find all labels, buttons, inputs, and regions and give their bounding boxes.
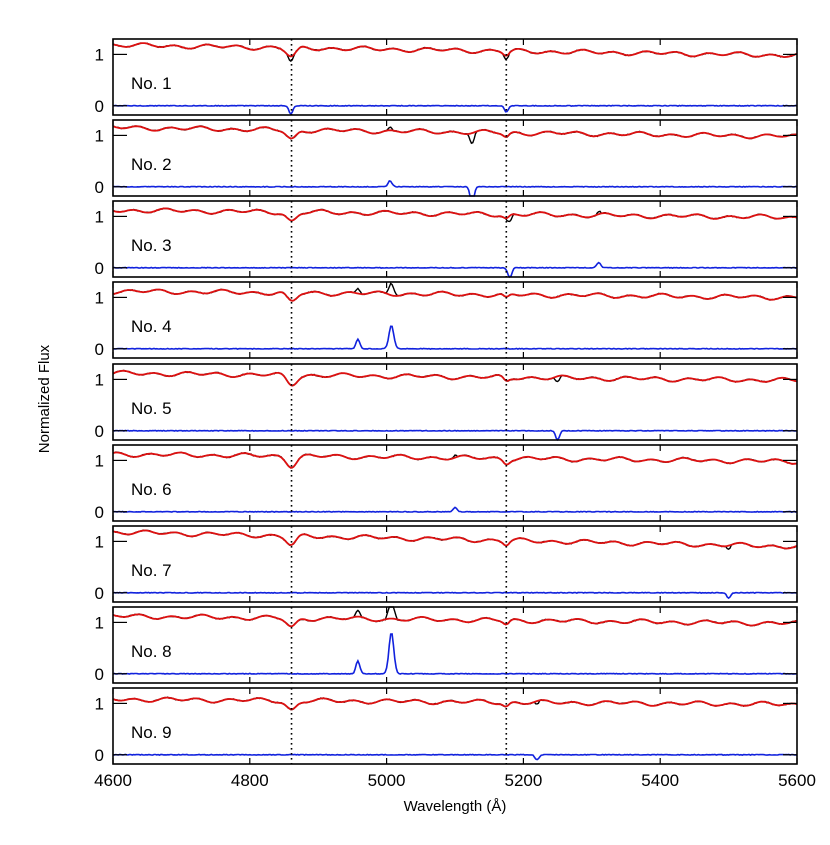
model-series-6 (112, 451, 798, 469)
residual-series-9 (113, 753, 798, 761)
observed-series-9 (113, 696, 798, 711)
residual-series-6 (112, 506, 798, 513)
panel-frame (112, 281, 798, 359)
residual-series-7 (112, 591, 798, 600)
panel-frame (112, 444, 798, 522)
y-tick-label: 1 (95, 451, 104, 470)
x-tick-label: 4800 (231, 771, 269, 790)
model-series-7 (112, 529, 798, 550)
model-series-8 (112, 613, 798, 628)
y-tick-label: 0 (95, 422, 104, 441)
panel-6: 0 1 No. 6 (95, 444, 798, 522)
y-tick-label: 0 (95, 97, 104, 116)
model-series-5 (112, 369, 798, 387)
panel-label: No. 4 (131, 317, 172, 336)
residual-series-4 (112, 325, 798, 350)
panel-frame (112, 606, 798, 684)
residual-series-2 (113, 179, 798, 197)
y-tick-label: 1 (95, 532, 104, 551)
panel-label: No. 7 (131, 561, 172, 580)
x-tick-label: 5400 (641, 771, 679, 790)
panel-label: No. 6 (131, 480, 172, 499)
panel-frame (112, 525, 798, 603)
y-tick-label: 1 (95, 694, 104, 713)
panel-label: No. 8 (131, 642, 172, 661)
panel-8: 0 1 No. 8 (95, 606, 798, 684)
model-series-9 (112, 696, 798, 711)
x-tick-label: 5000 (368, 771, 406, 790)
panel-9: 0 1 No. 9 (95, 687, 798, 765)
panel-7: 0 1 No. 7 (95, 525, 798, 603)
panel-label: No. 2 (131, 155, 172, 174)
x-tick-labels: 4600 4800 5000 5200 5400 5600 (94, 771, 816, 790)
x-tick-label: 4600 (94, 771, 132, 790)
x-axis-title: Wavelength (Å) (404, 798, 507, 815)
panel-5: 0 1 No. 5 (95, 363, 798, 442)
y-tick-label: 1 (95, 207, 104, 226)
y-tick-label: 0 (95, 259, 104, 278)
panel-label: No. 3 (131, 236, 172, 255)
y-tick-label: 0 (95, 178, 104, 197)
y-axis-title: Normalized Flux (36, 344, 53, 453)
residual-series-8 (112, 633, 798, 675)
y-tick-label: 0 (95, 503, 104, 522)
y-tick-label: 1 (95, 370, 104, 389)
panel-1: 0 1 No. 1 (95, 38, 798, 116)
panels-group: 0 1 No. 1 0 1 No. 2 0 1 No. 3 0 1 No. 4 0 1 No. 5 0 1 No.… (95, 38, 798, 765)
model-series-1 (112, 42, 798, 58)
panel-frame (112, 200, 798, 278)
y-tick-label: 1 (95, 288, 104, 307)
panel-frame (112, 38, 798, 116)
x-tick-label: 5600 (778, 771, 816, 790)
panel-frame (112, 119, 798, 197)
residual-series-5 (112, 429, 797, 442)
model-series-2 (112, 125, 798, 140)
residual-series-3 (112, 261, 798, 279)
panel-label: No. 9 (131, 723, 172, 742)
panel-2: 0 1 No. 2 (95, 119, 798, 197)
y-tick-label: 0 (95, 584, 104, 603)
panel-3: 0 1 No. 3 (95, 200, 798, 279)
panel-frame (112, 687, 798, 765)
y-tick-label: 0 (95, 340, 104, 359)
y-tick-label: 0 (95, 746, 104, 765)
model-series-4 (112, 288, 798, 302)
observed-series-4 (112, 282, 798, 302)
y-tick-label: 0 (95, 665, 104, 684)
model-series-3 (112, 207, 798, 222)
y-tick-label: 1 (95, 613, 104, 632)
panel-frame (112, 363, 798, 441)
x-tick-label: 5200 (504, 771, 542, 790)
panel-label: No. 1 (131, 74, 172, 93)
panel-4: 0 1 No. 4 (95, 281, 798, 359)
panel-label: No. 5 (131, 399, 172, 418)
y-tick-label: 1 (95, 45, 104, 64)
residual-series-1 (113, 104, 798, 116)
y-tick-label: 1 (95, 126, 104, 145)
